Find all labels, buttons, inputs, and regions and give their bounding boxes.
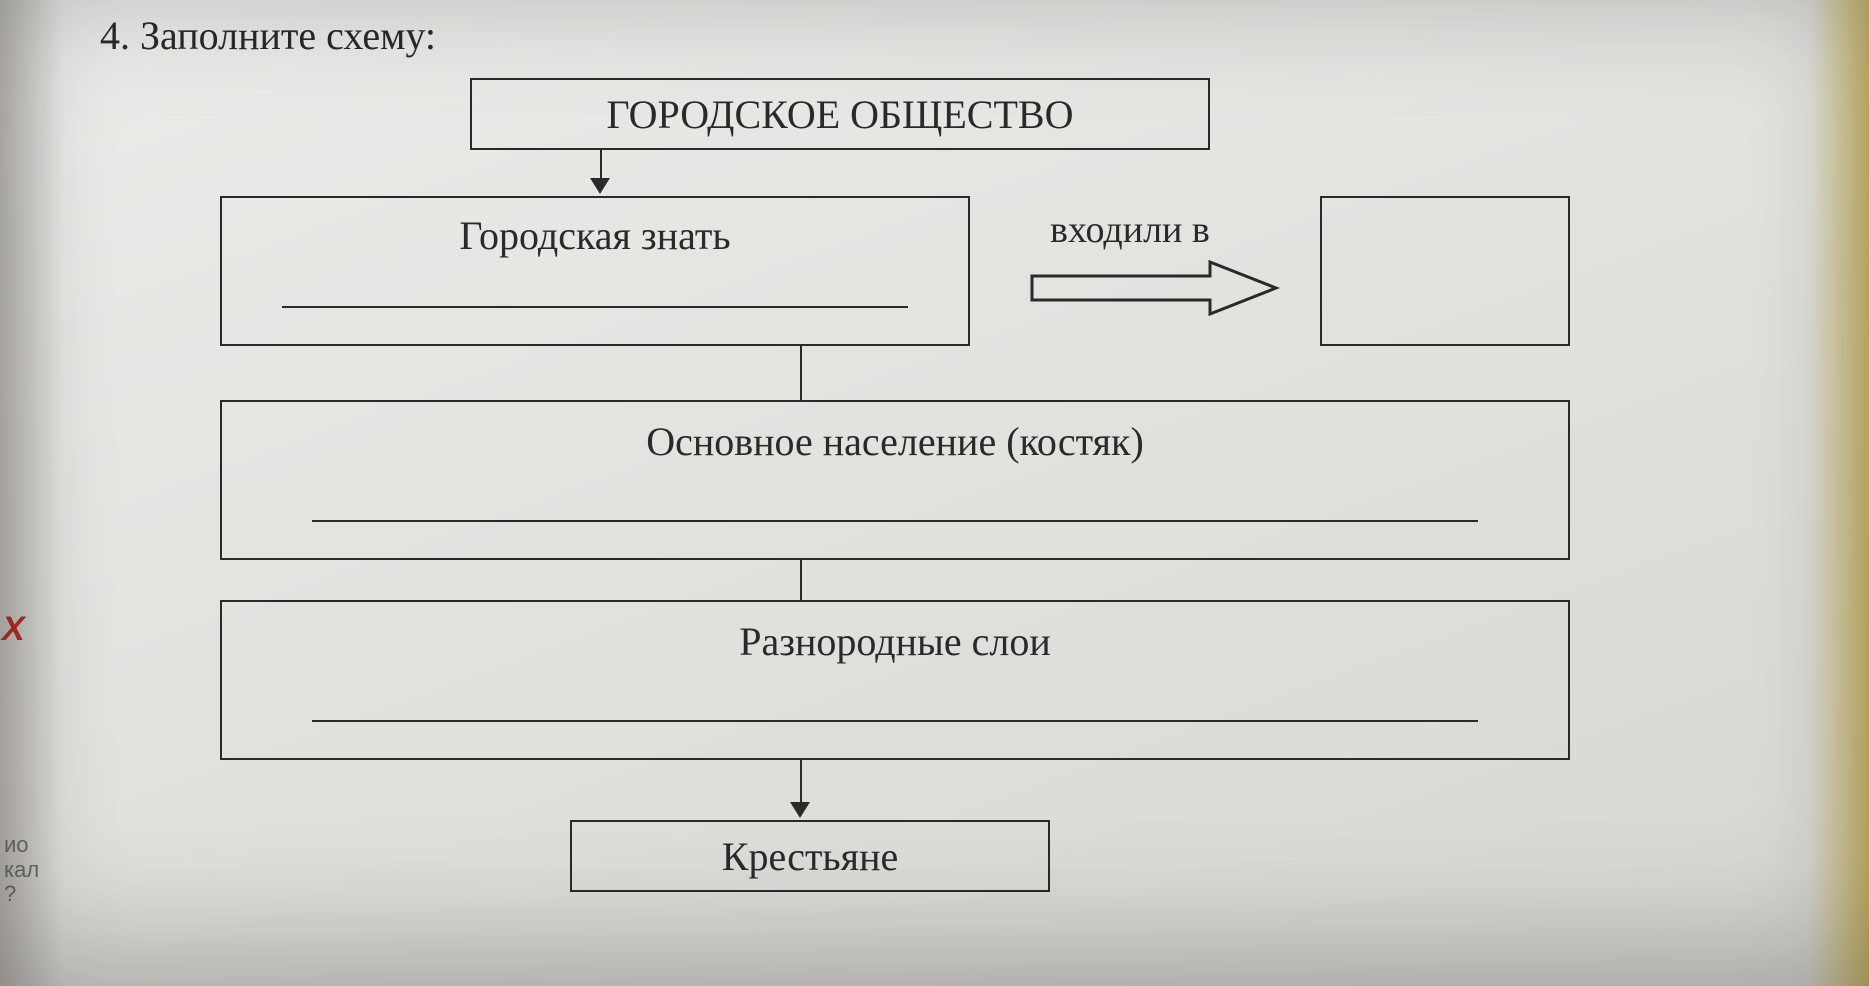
node-misc-label: Разнородные слои xyxy=(222,602,1568,665)
side-label-entered: входили в xyxy=(1050,208,1210,252)
node-nobility: Городская знать xyxy=(220,196,970,346)
spine-text-fragments: ио кал ? xyxy=(4,833,39,906)
node-core: Основное население (костяк) xyxy=(220,400,1570,560)
node-nobility-blank-line xyxy=(282,306,908,308)
edge-root-nobility xyxy=(600,150,602,180)
edge-misc-peasants-arrowhead xyxy=(790,802,810,818)
node-side-empty xyxy=(1320,196,1570,346)
node-misc-blank-line xyxy=(312,720,1478,722)
task-prompt: 4. Заполните схему: xyxy=(100,12,436,59)
node-misc: Разнородные слои xyxy=(220,600,1570,760)
node-nobility-label: Городская знать xyxy=(222,198,968,259)
spine-fragment: ио xyxy=(4,832,29,857)
node-core-blank-line xyxy=(312,520,1478,522)
node-root-label: ГОРОДСКОЕ ОБЩЕСТВО xyxy=(472,80,1208,150)
node-core-label: Основное население (костяк) xyxy=(222,402,1568,465)
edge-core-misc xyxy=(800,560,802,600)
margin-red-mark: X xyxy=(2,610,25,649)
edge-misc-peasants xyxy=(800,760,802,804)
edge-root-nobility-arrowhead xyxy=(590,178,610,194)
node-peasants-label: Крестьяне xyxy=(572,822,1048,892)
page-right-edge xyxy=(1809,0,1869,986)
page-left-edge xyxy=(0,0,70,986)
spine-fragment: кал xyxy=(4,857,39,882)
worksheet-page: 4. Заполните схему: ГОРОДСКОЕ ОБЩЕСТВО Г… xyxy=(100,0,1779,986)
edge-nobility-core xyxy=(800,346,802,400)
node-peasants: Крестьяне xyxy=(570,820,1050,892)
spine-fragment: ? xyxy=(4,881,16,906)
block-arrow-right-icon xyxy=(1030,260,1280,316)
node-root: ГОРОДСКОЕ ОБЩЕСТВО xyxy=(470,78,1210,150)
